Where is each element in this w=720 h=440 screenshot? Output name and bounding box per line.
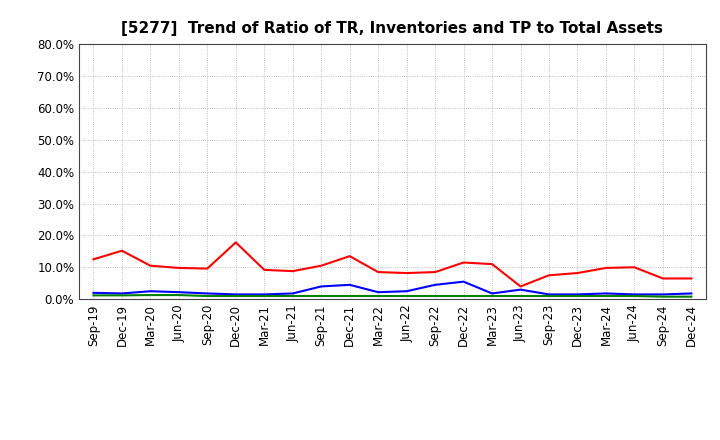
Inventories xyxy=(545,292,554,297)
Inventories xyxy=(89,290,98,296)
Trade Receivables xyxy=(602,265,611,271)
Trade Receivables xyxy=(146,263,155,268)
Trade Payables xyxy=(260,293,269,299)
Trade Payables xyxy=(545,293,554,299)
Inventories xyxy=(573,292,582,297)
Trade Payables xyxy=(174,293,183,298)
Inventories xyxy=(402,289,411,294)
Trade Receivables xyxy=(317,263,325,268)
Trade Payables xyxy=(374,293,382,299)
Line: Inventories: Inventories xyxy=(94,282,691,294)
Trade Payables xyxy=(431,293,439,299)
Inventories xyxy=(659,292,667,297)
Trade Receivables xyxy=(203,266,212,271)
Inventories xyxy=(630,292,639,297)
Trade Payables xyxy=(459,293,468,299)
Trade Receivables xyxy=(687,276,696,281)
Inventories xyxy=(346,282,354,287)
Trade Payables xyxy=(232,293,240,299)
Inventories xyxy=(174,290,183,295)
Inventories xyxy=(232,292,240,297)
Trade Receivables xyxy=(174,265,183,271)
Inventories xyxy=(289,291,297,296)
Inventories xyxy=(602,291,611,296)
Trade Receivables xyxy=(516,284,525,289)
Trade Payables xyxy=(402,293,411,299)
Trade Receivables xyxy=(232,240,240,245)
Line: Trade Receivables: Trade Receivables xyxy=(94,242,691,286)
Trade Receivables xyxy=(573,271,582,276)
Trade Payables xyxy=(346,293,354,299)
Trade Receivables xyxy=(374,269,382,275)
Trade Receivables xyxy=(459,260,468,265)
Inventories xyxy=(146,289,155,294)
Trade Payables xyxy=(573,293,582,299)
Line: Trade Payables: Trade Payables xyxy=(94,295,691,297)
Inventories xyxy=(260,292,269,297)
Inventories xyxy=(374,290,382,295)
Trade Receivables xyxy=(117,248,126,253)
Trade Payables xyxy=(602,293,611,299)
Trade Receivables xyxy=(630,265,639,270)
Trade Payables xyxy=(687,294,696,299)
Trade Receivables xyxy=(545,273,554,278)
Inventories xyxy=(203,291,212,296)
Inventories xyxy=(487,291,496,296)
Trade Payables xyxy=(317,293,325,299)
Trade Receivables xyxy=(402,271,411,276)
Trade Payables xyxy=(659,294,667,299)
Trade Payables xyxy=(487,293,496,299)
Trade Receivables xyxy=(487,261,496,267)
Trade Receivables xyxy=(346,253,354,259)
Inventories xyxy=(687,291,696,296)
Trade Receivables xyxy=(289,268,297,274)
Trade Receivables xyxy=(431,269,439,275)
Inventories xyxy=(431,282,439,287)
Inventories xyxy=(459,279,468,284)
Trade Receivables xyxy=(260,267,269,272)
Trade Payables xyxy=(117,293,126,298)
Trade Payables xyxy=(289,293,297,299)
Inventories xyxy=(516,287,525,292)
Inventories xyxy=(317,284,325,289)
Trade Payables xyxy=(203,293,212,299)
Trade Payables xyxy=(89,293,98,298)
Trade Receivables xyxy=(659,276,667,281)
Trade Receivables xyxy=(89,257,98,262)
Trade Payables xyxy=(516,293,525,299)
Trade Payables xyxy=(630,293,639,299)
Title: [5277]  Trend of Ratio of TR, Inventories and TP to Total Assets: [5277] Trend of Ratio of TR, Inventories… xyxy=(122,21,663,36)
Inventories xyxy=(117,291,126,296)
Trade Payables xyxy=(146,293,155,298)
